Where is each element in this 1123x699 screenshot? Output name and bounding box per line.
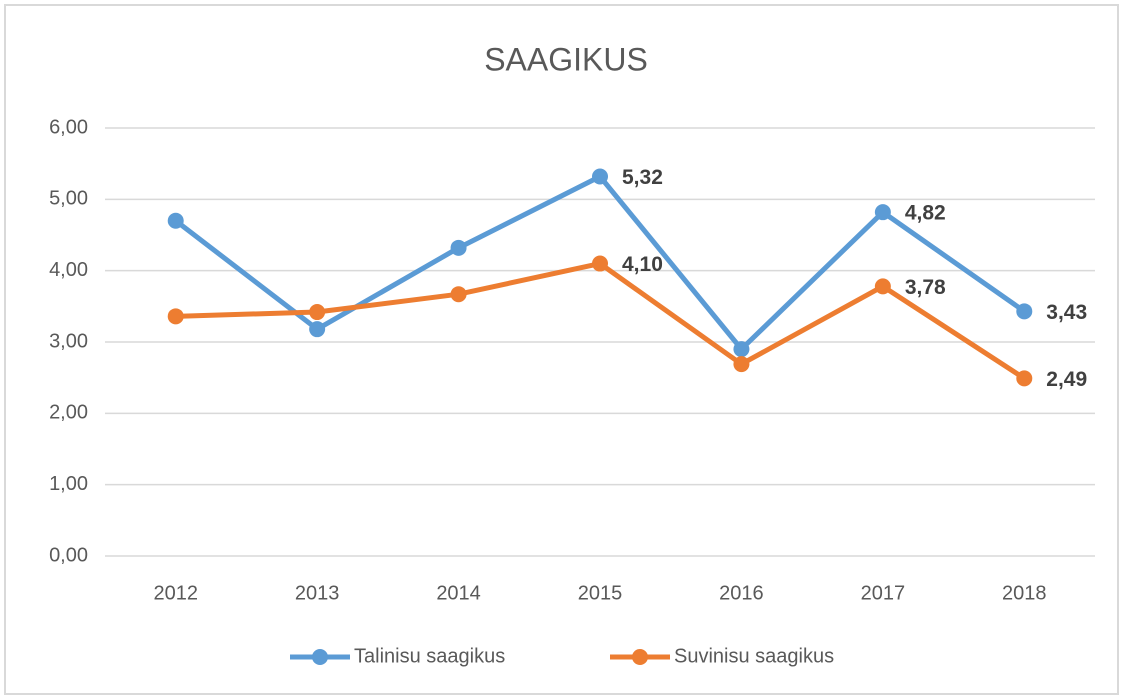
y-tick-label: 2,00 [49, 402, 88, 424]
data-point [592, 255, 608, 272]
data-point [874, 204, 891, 221]
chart-border [4, 4, 1119, 695]
x-tick-label: 2018 [1002, 582, 1047, 604]
data-point [309, 304, 326, 321]
legend-marker [632, 649, 648, 665]
data-point [450, 286, 467, 303]
data-point [1016, 303, 1033, 320]
legend-marker [312, 649, 328, 665]
data-label: 5,32 [622, 166, 663, 189]
y-tick-label: 5,00 [49, 188, 88, 210]
y-tick-label: 6,00 [49, 116, 88, 138]
y-tick-label: 3,00 [49, 330, 88, 352]
y-tick-label: 1,00 [49, 473, 88, 495]
data-point [309, 321, 326, 338]
data-point [167, 212, 184, 229]
data-label: 4,82 [905, 202, 946, 225]
data-point [167, 308, 184, 325]
data-point [874, 278, 891, 295]
data-point [1016, 370, 1033, 387]
data-point [450, 239, 467, 256]
data-label: 3,78 [905, 276, 946, 299]
data-point [592, 168, 608, 185]
x-tick-label: 2013 [295, 582, 340, 604]
data-label: 4,10 [622, 253, 663, 276]
x-tick-label: 2014 [436, 582, 481, 604]
y-tick-label: 4,00 [49, 259, 88, 281]
x-tick-label: 2012 [153, 582, 198, 604]
data-point [733, 341, 750, 358]
legend-label: Suvinisu saagikus [674, 645, 834, 667]
chart-title: SAAGIKUS [484, 41, 648, 77]
x-tick-label: 2016 [719, 582, 764, 604]
x-tick-label: 2015 [578, 582, 623, 604]
data-point [733, 356, 750, 373]
y-tick-label: 0,00 [49, 544, 88, 566]
legend-label: Talinisu saagikus [354, 645, 505, 667]
data-label: 3,43 [1046, 301, 1087, 324]
data-label: 2,49 [1046, 368, 1087, 391]
x-tick-label: 2017 [861, 582, 906, 604]
